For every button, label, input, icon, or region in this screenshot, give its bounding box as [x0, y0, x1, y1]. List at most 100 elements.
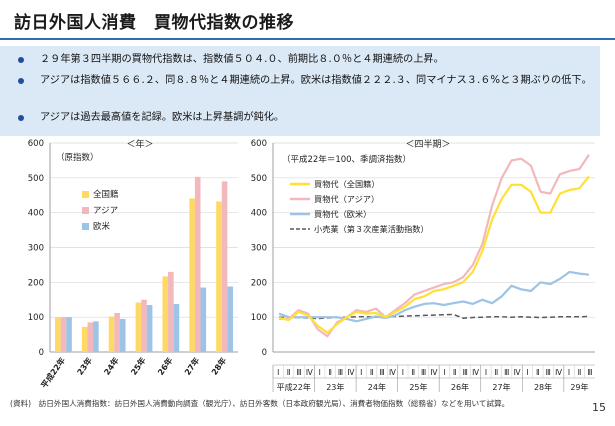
quarter-tick-label: Ⅲ: [421, 368, 426, 377]
quarter-tick-label: Ⅱ: [578, 368, 582, 377]
year-tick-label: 平成22年: [277, 382, 311, 392]
bar-y-tick-label: 100: [28, 313, 44, 323]
bullet-dot-icon: [18, 115, 24, 121]
bar-y-tick-label: 200: [28, 278, 44, 288]
quarter-tick-label: Ⅳ: [389, 368, 396, 377]
bar-欧米: [66, 317, 72, 352]
quarter-tick-label: Ⅰ: [319, 368, 321, 377]
quarter-tick-label: Ⅲ: [338, 368, 343, 377]
line-y-tick-label: 600: [251, 139, 267, 149]
quarter-tick-label: Ⅲ: [504, 368, 509, 377]
bar-legend-swatch: [82, 207, 89, 214]
bar-legend-swatch: [82, 223, 89, 230]
quarter-tick-label: Ⅳ: [514, 368, 521, 377]
bar-欧米: [227, 286, 233, 352]
line-legend-label: 買物代（欧米）: [314, 209, 371, 219]
bar-legend-label: 全国籍: [93, 189, 119, 200]
quarter-tick-label: Ⅲ: [379, 368, 384, 377]
bar-legend-label: アジア: [93, 206, 118, 216]
year-tick-label: 27年: [492, 382, 510, 392]
quarter-tick-label: Ⅳ: [431, 368, 438, 377]
summary-box: ２９年第３四半期の買物代指数は、指数値５０４.０、前期比８.０％と４期連続の上昇…: [0, 46, 600, 136]
quarter-tick-label: Ⅲ: [587, 368, 592, 377]
year-tick-label: 28年: [534, 382, 552, 392]
bar-全国籍: [216, 201, 222, 352]
line-legend-label: 小売業（第３次産業活動指数）: [314, 224, 429, 234]
bar-y-tick-label: 600: [28, 139, 44, 149]
summary-text-3: アジアは過去最高値を記録。欧米は上昇基調が鈍化。: [40, 112, 285, 123]
year-tick-label: 23年: [326, 382, 344, 392]
bar-x-tick-label: 24年: [102, 355, 121, 376]
line-legend-label: 買物代（全国籍）: [314, 179, 380, 189]
bar-全国籍: [55, 317, 61, 352]
line-y-tick-label: 0: [262, 348, 267, 358]
title-divider: [0, 38, 615, 40]
year-tick-label: 25年: [409, 382, 427, 392]
bar-legend-label: 欧米: [93, 221, 111, 232]
page-title: 訪日外国人消費 買物代指数の推移: [14, 13, 294, 33]
bar-アジア: [221, 181, 228, 352]
bar-欧米: [173, 303, 180, 352]
bar-アジア: [60, 317, 67, 352]
quarter-tick-label: Ⅰ: [526, 368, 528, 377]
year-tick-label: 24年: [368, 382, 386, 392]
bar-x-tick-label: 27年: [182, 355, 201, 376]
quarter-tick-label: Ⅲ: [546, 368, 551, 377]
bar-y-tick-label: 300: [28, 244, 44, 254]
quarter-tick-label: Ⅱ: [411, 368, 415, 377]
quarter-tick-label: Ⅱ: [370, 368, 374, 377]
line-series-買物代（全国籍）: [278, 175, 590, 334]
bar-アジア: [194, 176, 201, 352]
bar-欧米: [93, 321, 99, 352]
line-period-label: ＜四半期＞: [405, 138, 450, 150]
quarter-tick-label: Ⅰ: [568, 368, 570, 377]
quarter-tick-label: Ⅳ: [472, 368, 479, 377]
bar-全国籍: [135, 302, 142, 352]
quarter-tick-label: Ⅲ: [463, 368, 468, 377]
summary-text-1: ２９年第３四半期の買物代指数は、指数値５０４.０、前期比８.０％と４期連続の上昇…: [40, 54, 444, 65]
line-y-tick-label: 300: [251, 244, 267, 254]
year-tick-label: 26年: [451, 382, 469, 392]
bar-x-tick-label: 23年: [75, 355, 94, 376]
bar-アジア: [168, 271, 174, 352]
quarter-tick-label: Ⅰ: [277, 368, 279, 377]
bar-period-label: ＜年＞: [126, 138, 153, 150]
year-tick-label: 29年: [570, 382, 588, 392]
quarter-tick-label: Ⅱ: [536, 368, 540, 377]
bar-欧米: [200, 287, 207, 352]
source-footnote: (資料) 訪日外国人消費指数：訪日外国人消費動向調査（観光庁）、訪日外客数（日本…: [10, 399, 510, 408]
bar-欧米: [146, 304, 153, 352]
bar-y-tick-label: 500: [28, 174, 44, 184]
bar-全国籍: [162, 276, 169, 352]
line-series-買物代（欧米）: [278, 270, 590, 323]
line-y-tick-label: 100: [251, 313, 267, 323]
quarter-tick-label: Ⅱ: [328, 368, 332, 377]
bar-アジア: [114, 312, 120, 352]
line-series-買物代（アジア）: [279, 154, 590, 338]
quarter-tick-label: Ⅰ: [443, 368, 445, 377]
quarter-tick-label: Ⅰ: [402, 368, 404, 377]
quarter-tick-label: Ⅲ: [296, 368, 301, 377]
line-y-tick-label: 200: [251, 278, 267, 288]
quarter-tick-label: Ⅳ: [347, 368, 354, 377]
bullet-dot-icon: [18, 57, 24, 63]
bar-欧米: [119, 318, 126, 352]
bar-全国籍: [108, 316, 115, 352]
bar-アジア: [87, 322, 94, 352]
bar-legend-swatch: [82, 191, 89, 198]
quarter-tick-label: Ⅰ: [360, 368, 362, 377]
line-y-tick-label: 500: [251, 174, 267, 184]
bar-アジア: [141, 299, 147, 352]
bar-y-tick-label: 400: [28, 209, 44, 219]
bar-x-tick-label: 26年: [155, 355, 174, 376]
summary-text-2: アジアは指数値５６６.２、同８.８％と４期連続の上昇。欧米は指数値２２２.３、同…: [40, 75, 592, 86]
quarter-tick-label: Ⅱ: [287, 368, 291, 377]
bar-chart-note: （原指数）: [56, 152, 99, 163]
quarter-tick-label: Ⅱ: [494, 368, 498, 377]
bar-全国籍: [189, 198, 195, 352]
quarter-tick-label: Ⅳ: [555, 368, 562, 377]
bar-x-tick-label: 28年: [209, 355, 228, 376]
line-legend-label: 買物代（アジア）: [314, 194, 379, 204]
quarter-tick-label: Ⅰ: [485, 368, 487, 377]
